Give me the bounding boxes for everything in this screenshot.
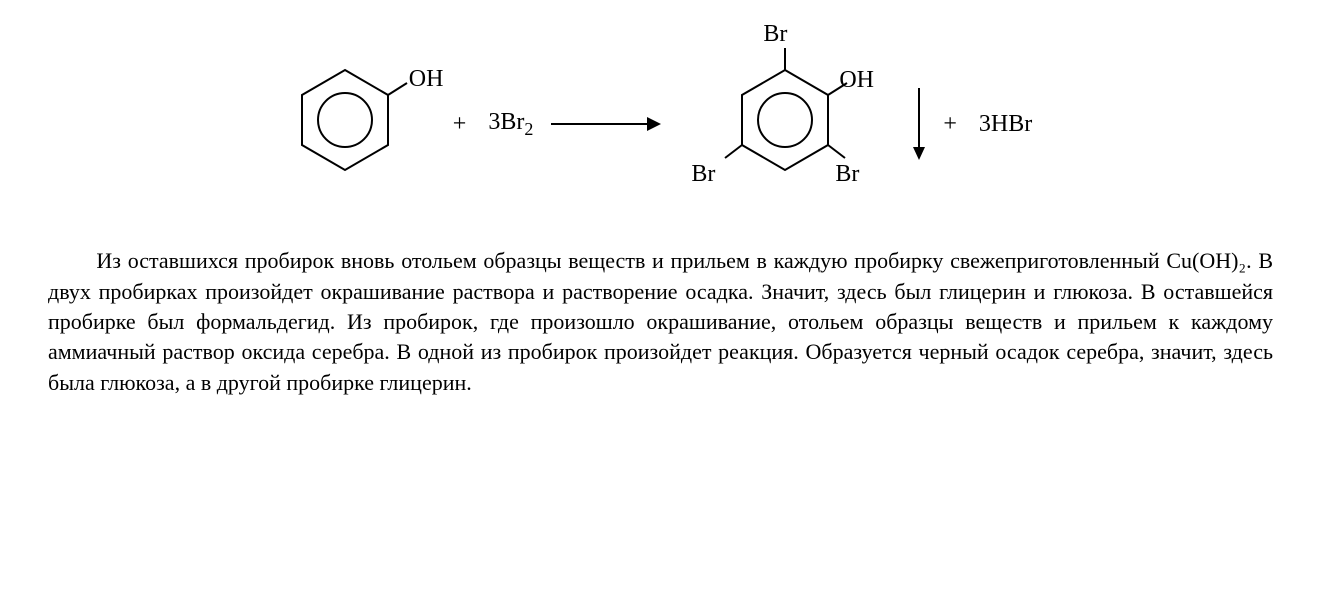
- plus-2: +: [939, 108, 961, 141]
- byproduct-hbr: 3HBr: [975, 108, 1036, 141]
- label-br-left: Br: [691, 158, 715, 191]
- label-oh-product: OH: [839, 64, 874, 97]
- precipitate-arrow: [913, 88, 925, 160]
- reaction-equation: OH + 3Br2 Br OH Br Br + 3HBr: [40, 0, 1281, 246]
- structure-phenol: OH: [285, 55, 435, 193]
- label-br-right: Br: [835, 158, 859, 191]
- label-oh: OH: [409, 63, 444, 96]
- reaction-arrow: [551, 114, 661, 134]
- reagent-bromine: 3Br2: [484, 106, 537, 142]
- body-paragraph: Из оставшихся пробирок вновь отольем обр…: [40, 246, 1281, 412]
- label-br-top: Br: [763, 18, 787, 51]
- structure-tribromophenol: Br OH Br Br: [675, 20, 895, 228]
- reagent-bromine-text: 3Br: [488, 109, 524, 135]
- plus-1: +: [449, 108, 471, 141]
- reagent-bromine-sub: 2: [524, 119, 533, 139]
